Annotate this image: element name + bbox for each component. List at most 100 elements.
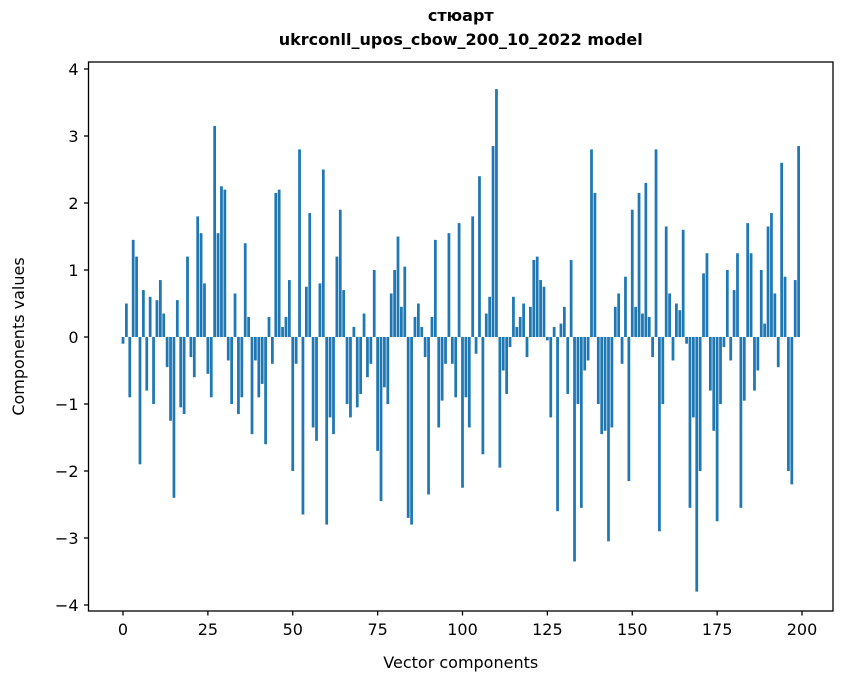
- x-tick-label-100: 100: [447, 620, 478, 639]
- bar-85: [410, 337, 413, 525]
- bar-72: [366, 337, 369, 378]
- chart-subtitle: ukrconll_upos_cbow_200_10_2022 model: [279, 30, 643, 49]
- x-tick-label-125: 125: [532, 620, 563, 639]
- bar-31: [226, 337, 230, 361]
- bar-33: [233, 293, 237, 337]
- bar-84: [406, 337, 410, 518]
- bar-123: [539, 280, 542, 337]
- bar-157: [654, 149, 658, 337]
- bar-117: [518, 316, 522, 337]
- bar-30: [223, 189, 227, 337]
- bar-122: [535, 256, 539, 337]
- x-tick-label-25: 25: [198, 620, 218, 639]
- bar-56: [311, 337, 315, 428]
- bar-115: [512, 296, 515, 337]
- bar-125: [546, 337, 549, 341]
- bar-54: [304, 286, 308, 337]
- bar-134: [576, 337, 580, 404]
- bar-135: [579, 337, 583, 508]
- bar-164: [678, 310, 682, 337]
- bar-13: [165, 337, 169, 368]
- bar-189: [763, 323, 767, 337]
- bar-141: [600, 337, 604, 435]
- bar-79: [389, 293, 393, 337]
- bar-172: [705, 253, 709, 337]
- bar-43: [267, 316, 271, 337]
- bar-41: [260, 337, 264, 384]
- bar-137: [586, 337, 590, 361]
- bar-92: [433, 239, 437, 337]
- bar-3: [131, 239, 135, 337]
- bar-16: [175, 300, 179, 337]
- bar-140: [596, 337, 600, 404]
- bar-161: [668, 293, 671, 337]
- bar-66: [345, 337, 349, 404]
- bar-165: [681, 229, 685, 337]
- bar-181: [736, 253, 739, 337]
- bar-147: [620, 337, 624, 364]
- y-tick-label--3: −3: [55, 529, 79, 548]
- bar-91: [430, 316, 434, 337]
- bar-57: [315, 337, 318, 441]
- bar-88: [420, 326, 424, 337]
- bar-112: [501, 337, 505, 371]
- bar-154: [644, 182, 648, 337]
- bar-35: [240, 337, 244, 398]
- bar-102: [467, 337, 471, 428]
- bar-149: [627, 337, 631, 482]
- bar-197: [790, 337, 794, 485]
- bar-94: [440, 337, 444, 401]
- bar-191: [770, 213, 773, 337]
- bar-195: [783, 276, 787, 337]
- bar-55: [308, 213, 312, 337]
- bar-18: [182, 337, 186, 415]
- bar-193: [776, 337, 780, 368]
- bar-70: [359, 337, 363, 394]
- bar-121: [532, 259, 536, 337]
- bar-180: [732, 290, 736, 337]
- bar-162: [671, 337, 675, 361]
- bar-114: [508, 337, 512, 348]
- bar-152: [637, 192, 641, 337]
- bar-124: [542, 286, 546, 337]
- bar-38: [250, 337, 254, 435]
- bar-34: [237, 337, 240, 415]
- bar-82: [400, 306, 403, 337]
- bar-156: [651, 337, 654, 358]
- bar-45: [274, 192, 278, 337]
- bar-67: [349, 337, 352, 418]
- bar-5: [138, 337, 142, 465]
- bar-87: [416, 303, 420, 337]
- bar-50: [291, 337, 295, 471]
- bar-166: [685, 337, 688, 344]
- bar-190: [766, 226, 770, 337]
- y-tick-label-3: 3: [68, 127, 78, 146]
- bar-46: [277, 189, 281, 337]
- bar-174: [712, 337, 716, 431]
- bar-171: [702, 273, 705, 337]
- bar-108: [488, 296, 492, 337]
- bar-136: [583, 337, 587, 371]
- bar-93: [437, 337, 441, 428]
- bar-144: [610, 337, 614, 428]
- bar-7: [145, 337, 149, 391]
- bar-75: [376, 337, 379, 451]
- y-tick-label-2: 2: [68, 194, 78, 213]
- x-tick-label-50: 50: [283, 620, 303, 639]
- x-tick-label-200: 200: [787, 620, 818, 639]
- bar-199: [797, 146, 800, 337]
- bar-119: [525, 337, 529, 358]
- bar-62: [332, 337, 335, 435]
- bar-131: [566, 337, 570, 394]
- bar-120: [529, 306, 532, 337]
- bar-175: [715, 337, 719, 522]
- bar-96: [447, 233, 451, 337]
- bar-198: [793, 280, 797, 337]
- y-tick-label--1: −1: [55, 395, 79, 414]
- bar-90: [427, 337, 430, 495]
- bar-145: [613, 306, 617, 337]
- bar-47: [281, 326, 284, 337]
- bar-0: [121, 337, 125, 344]
- bar-185: [749, 253, 753, 337]
- bar-138: [590, 149, 593, 337]
